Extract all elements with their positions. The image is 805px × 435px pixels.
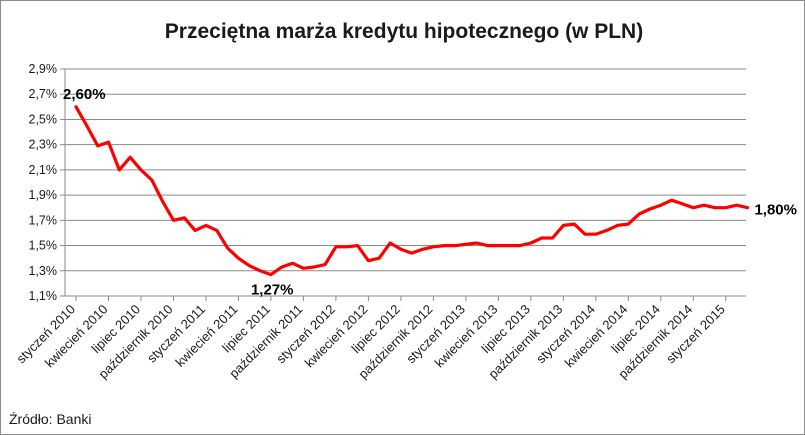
- series-line: [74, 105, 750, 277]
- y-tick-label: 1,7%: [29, 213, 58, 227]
- axes: [64, 69, 746, 297]
- y-tick-label: 1,3%: [29, 264, 58, 278]
- source-note: Źródło: Banki: [9, 411, 91, 427]
- y-axis-ticks: 1,1% 1,3% 1,5% 1,7% 1,9% 2,1% 2,3% 2,5% 2,7% 2,9%: [29, 62, 65, 303]
- data-label: 1,80%: [754, 202, 797, 219]
- y-tick-label: 1,5%: [29, 239, 58, 253]
- gridlines: [65, 68, 746, 272]
- chart-title: Przeciętna marża kredytu hipotecznego (w…: [165, 20, 643, 43]
- y-tick-label: 2,5%: [29, 112, 58, 126]
- y-tick-label: 1,9%: [29, 188, 58, 202]
- y-tick-label: 2,7%: [29, 87, 58, 101]
- y-tick-label: 2,3%: [29, 138, 58, 152]
- y-tick-label: 2,1%: [29, 163, 58, 177]
- y-tick-label: 2,9%: [29, 62, 58, 76]
- y-tick-label: 1,1%: [29, 289, 58, 303]
- data-label: 2,60%: [63, 86, 106, 103]
- series-layer: [74, 105, 750, 277]
- data-label: 1,27%: [251, 282, 294, 299]
- data-labels: 2,60% 1,27% 1,80%: [63, 86, 797, 299]
